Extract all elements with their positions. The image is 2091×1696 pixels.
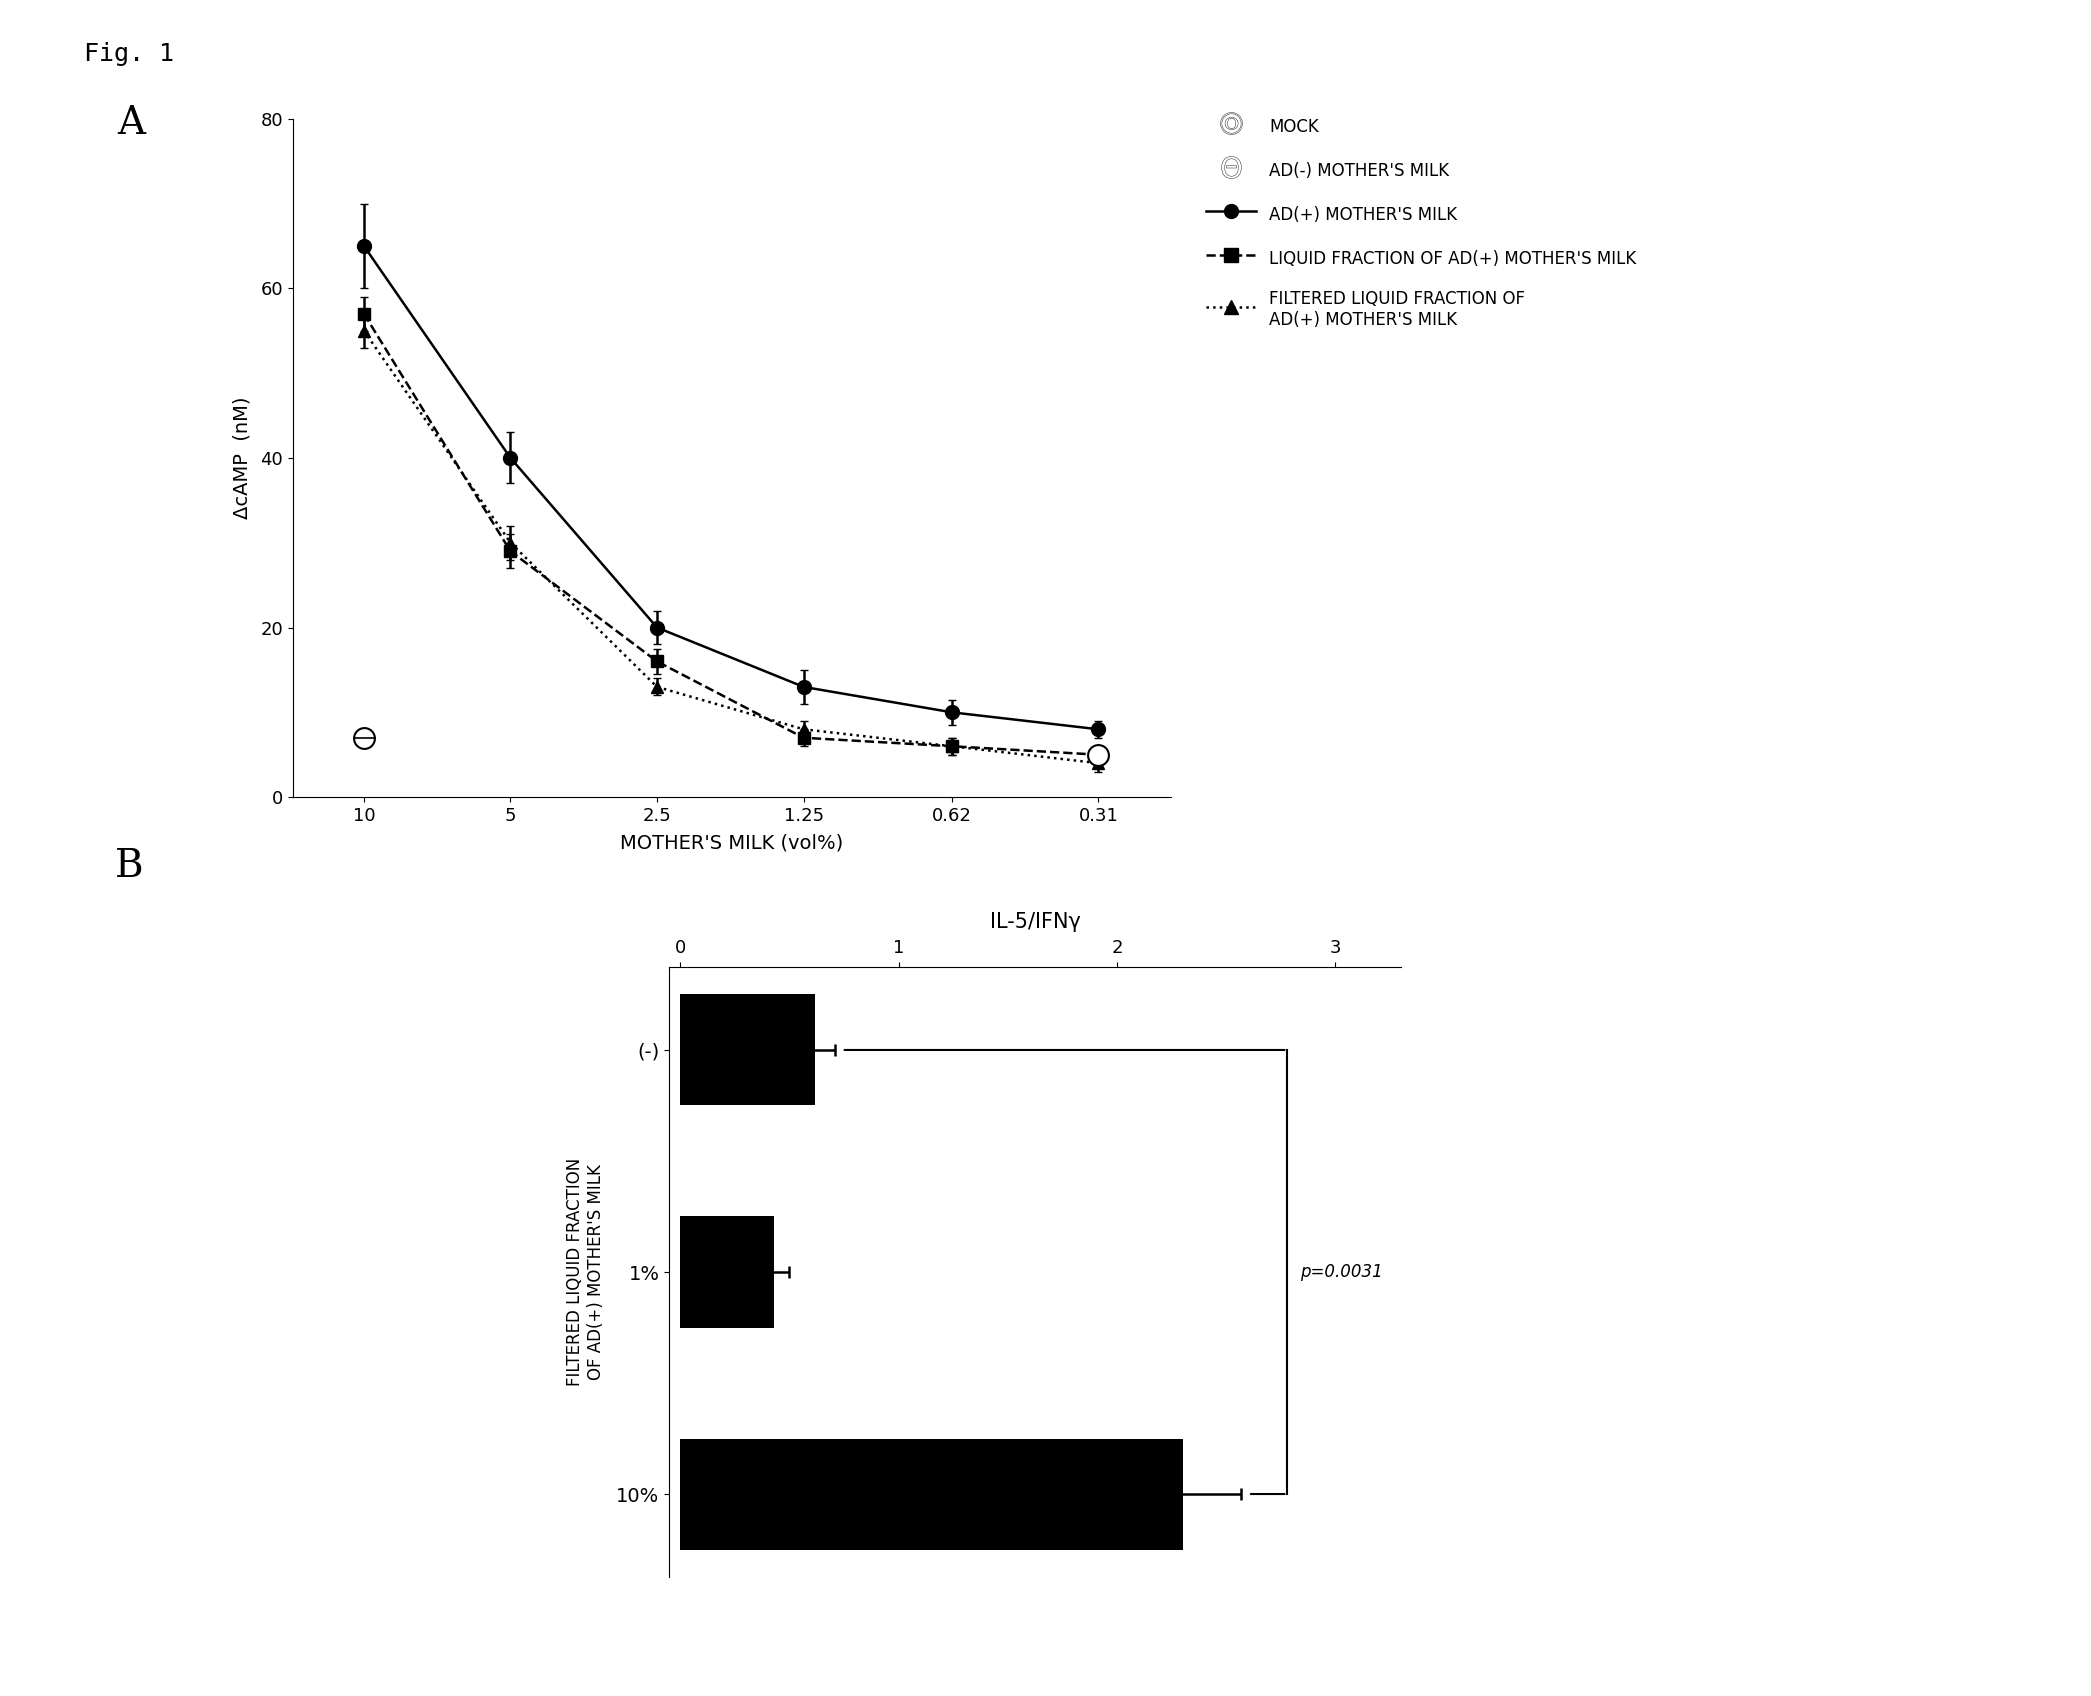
Y-axis label: FILTERED LIQUID FRACTION
OF AD(+) MOTHER'S MILK: FILTERED LIQUID FRACTION OF AD(+) MOTHER… xyxy=(567,1158,604,1386)
Bar xyxy=(680,1216,774,1328)
Text: p=0.0031: p=0.0031 xyxy=(1301,1264,1384,1280)
Text: A: A xyxy=(117,105,144,142)
X-axis label: MOTHER'S MILK (vol%): MOTHER'S MILK (vol%) xyxy=(621,833,843,851)
Bar xyxy=(680,994,815,1106)
Text: B: B xyxy=(115,848,144,885)
X-axis label: IL-5/IFNγ: IL-5/IFNγ xyxy=(989,912,1081,931)
Bar xyxy=(680,1438,1184,1550)
Y-axis label: ΔcAMP  (nM): ΔcAMP (nM) xyxy=(232,397,251,519)
Legend: MOCK, AD(-) MOTHER'S MILK, AD(+) MOTHER'S MILK, LIQUID FRACTION OF AD(+) MOTHER': MOCK, AD(-) MOTHER'S MILK, AD(+) MOTHER'… xyxy=(1207,114,1637,329)
Text: Fig. 1: Fig. 1 xyxy=(84,42,174,66)
